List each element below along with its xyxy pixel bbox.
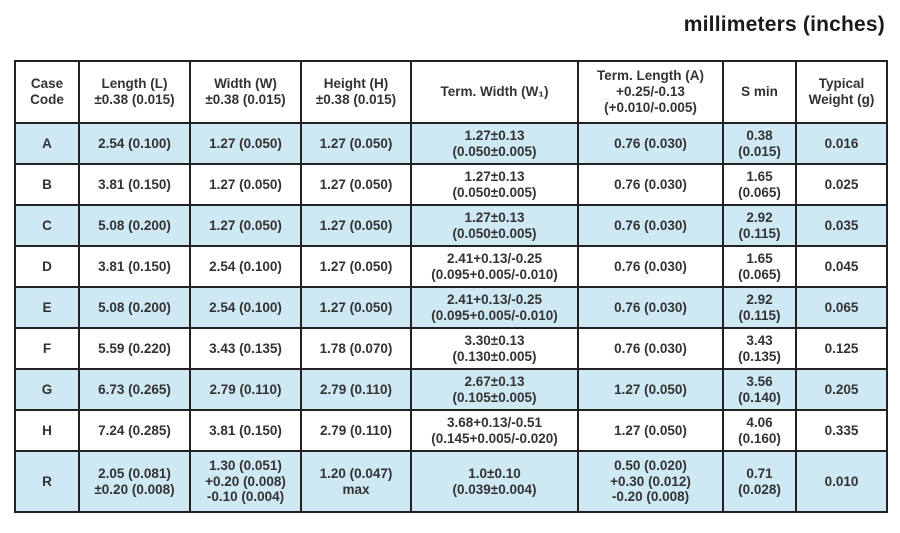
cell-term-length: 1.27 (0.050) [577,368,724,411]
cell-typical-weight: 0.025 [795,163,888,206]
cell-height: 1.27 (0.050) [300,245,412,288]
cell-term-length: 0.76 (0.030) [577,245,724,288]
cell-typical-weight: 0.335 [795,409,888,452]
cell-term-length: 1.27 (0.050) [577,409,724,452]
cell-height: 1.27 (0.050) [300,163,412,206]
cell-width: 1.27 (0.050) [189,122,302,165]
cell-term-width: 1.27±0.13 (0.050±0.005) [410,163,579,206]
cell-length: 2.05 (0.081) ±0.20 (0.008) [78,450,191,513]
cell-case-code: D [14,245,80,288]
column-header-term-length: Term. Length (A) +0.25/-0.13 (+0.010/-0.… [577,60,724,124]
column-header-typical-weight: Typical Weight (g) [795,60,888,124]
cell-width: 3.43 (0.135) [189,327,302,370]
cell-height: 1.27 (0.050) [300,122,412,165]
cell-length: 3.81 (0.150) [78,245,191,288]
table-row-r: R 2.05 (0.081) ±0.20 (0.008) 1.30 (0.051) … [14,450,888,513]
cell-case-code: A [14,122,80,165]
column-header-s-min: S min [722,60,797,124]
table-header: Case Code Length (L) ±0.38 (0.015) Width (… [14,60,888,124]
cell-s-min: 0.71 (0.028) [722,450,797,513]
cell-length: 5.08 (0.200) [78,204,191,247]
table-row-h: H 7.24 (0.285) 3.81 (0.150) 2.79 (0.110) 3.6… [14,409,888,452]
cell-typical-weight: 0.125 [795,327,888,370]
cell-term-length: 0.76 (0.030) [577,122,724,165]
column-header-case-code: Case Code [14,60,80,124]
cell-term-width: 2.41+0.13/-0.25 (0.095+0.005/-0.010) [410,286,579,329]
cell-height: 2.79 (0.110) [300,368,412,411]
cell-width: 2.54 (0.100) [189,286,302,329]
cell-length: 5.08 (0.200) [78,286,191,329]
cell-length: 2.54 (0.100) [78,122,191,165]
cell-width: 2.79 (0.110) [189,368,302,411]
table-row-e: E 5.08 (0.200) 2.54 (0.100) 1.27 (0.050) 2.4… [14,286,888,329]
cell-length: 5.59 (0.220) [78,327,191,370]
cell-length: 3.81 (0.150) [78,163,191,206]
cell-term-width: 3.30±0.13 (0.130±0.005) [410,327,579,370]
column-header-term-width: Term. Width (W₁) [410,60,579,124]
table-row-g: G 6.73 (0.265) 2.79 (0.110) 2.79 (0.110) 2.6… [14,368,888,411]
cell-term-width: 2.41+0.13/-0.25 (0.095+0.005/-0.010) [410,245,579,288]
cell-s-min: 1.65 (0.065) [722,163,797,206]
cell-s-min: 2.92 (0.115) [722,286,797,329]
cell-term-length: 0.50 (0.020) +0.30 (0.012) -0.20 (0.008) [577,450,724,513]
cell-height: 1.78 (0.070) [300,327,412,370]
table-row-f: F 5.59 (0.220) 3.43 (0.135) 1.78 (0.070) 3.3… [14,327,888,370]
cell-height: 1.27 (0.050) [300,286,412,329]
cell-typical-weight: 0.205 [795,368,888,411]
cell-s-min: 2.92 (0.115) [722,204,797,247]
header-row: Case Code Length (L) ±0.38 (0.015) Width (… [14,60,888,124]
column-header-length: Length (L) ±0.38 (0.015) [78,60,191,124]
cell-height: 1.27 (0.050) [300,204,412,247]
cell-case-code: C [14,204,80,247]
table-row-b: B 3.81 (0.150) 1.27 (0.050) 1.27 (0.050) 1.2… [14,163,888,206]
cell-term-width: 2.67±0.13 (0.105±0.005) [410,368,579,411]
cell-height: 2.79 (0.110) [300,409,412,452]
cell-s-min: 4.06 (0.160) [722,409,797,452]
cell-width: 2.54 (0.100) [189,245,302,288]
table-body: A 2.54 (0.100) 1.27 (0.050) 1.27 (0.050) 1.2… [14,122,888,513]
cell-length: 7.24 (0.285) [78,409,191,452]
cell-length: 6.73 (0.265) [78,368,191,411]
cell-case-code: H [14,409,80,452]
cell-s-min: 1.65 (0.065) [722,245,797,288]
cell-term-width: 1.0±0.10 (0.039±0.004) [410,450,579,513]
cell-width: 1.30 (0.051) +0.20 (0.008) -0.10 (0.004) [189,450,302,513]
cell-width: 1.27 (0.050) [189,204,302,247]
cell-width: 1.27 (0.050) [189,163,302,206]
units-title: millimeters (inches) [683,13,885,36]
cell-term-width: 1.27±0.13 (0.050±0.005) [410,204,579,247]
cell-s-min: 0.38 (0.015) [722,122,797,165]
column-header-height: Height (H) ±0.38 (0.015) [300,60,412,124]
cell-case-code: E [14,286,80,329]
table-row-c: C 5.08 (0.200) 1.27 (0.050) 1.27 (0.050) 1.2… [14,204,888,247]
cell-s-min: 3.56 (0.140) [722,368,797,411]
cell-term-length: 0.76 (0.030) [577,327,724,370]
cell-term-width: 3.68+0.13/-0.51 (0.145+0.005/-0.020) [410,409,579,452]
cell-height: 1.20 (0.047) max [300,450,412,513]
cell-term-length: 0.76 (0.030) [577,286,724,329]
cell-case-code: F [14,327,80,370]
dimensions-table: Case Code Length (L) ±0.38 (0.015) Width (… [14,60,888,513]
cell-term-length: 0.76 (0.030) [577,204,724,247]
cell-s-min: 3.43 (0.135) [722,327,797,370]
cell-typical-weight: 0.016 [795,122,888,165]
cell-typical-weight: 0.045 [795,245,888,288]
cell-case-code: B [14,163,80,206]
cell-typical-weight: 0.010 [795,450,888,513]
table-row-a: A 2.54 (0.100) 1.27 (0.050) 1.27 (0.050) 1.2… [14,122,888,165]
cell-case-code: R [14,450,80,513]
cell-typical-weight: 0.035 [795,204,888,247]
cell-width: 3.81 (0.150) [189,409,302,452]
column-header-width: Width (W) ±0.38 (0.015) [189,60,302,124]
cell-term-width: 1.27±0.13 (0.050±0.005) [410,122,579,165]
cell-term-length: 0.76 (0.030) [577,163,724,206]
table-row-d: D 3.81 (0.150) 2.54 (0.100) 1.27 (0.050) 2.4… [14,245,888,288]
cell-typical-weight: 0.065 [795,286,888,329]
cell-case-code: G [14,368,80,411]
